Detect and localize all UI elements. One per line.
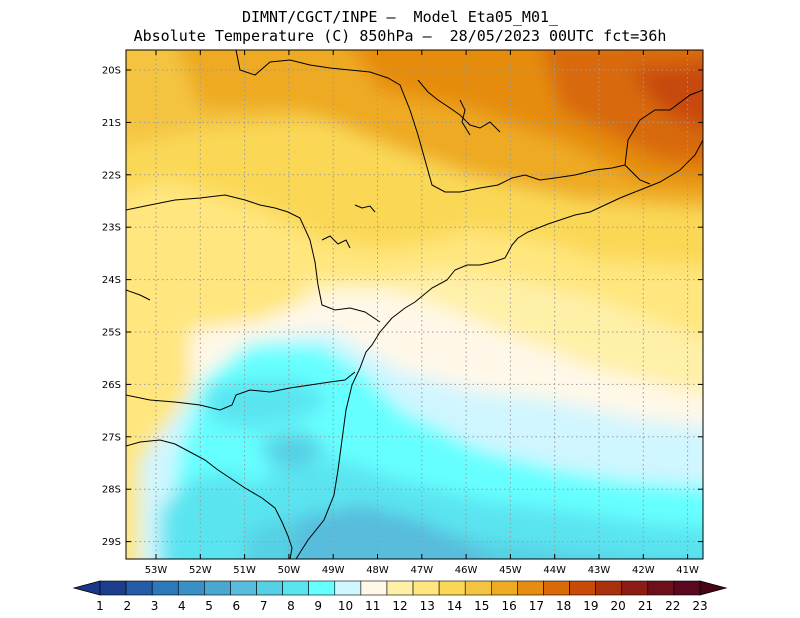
colorbar-label: 20 (611, 599, 626, 613)
temperature-field (126, 50, 703, 559)
colorbar-label: 10 (338, 599, 353, 613)
colorbar-label: 16 (501, 599, 516, 613)
graticule (126, 50, 703, 559)
colorbar-swatch (177, 580, 205, 596)
state-border (235, 50, 626, 193)
axis-ticks (126, 50, 703, 559)
colorbar-swatch (360, 580, 388, 596)
colorbar-label: 23 (692, 599, 707, 613)
lat-tick-label: 27S (102, 432, 121, 443)
lon-tick-label: 44W (543, 565, 566, 576)
colorbar-label: 6 (233, 599, 241, 613)
title-line-1: DIMNT/CGCT/INPE – Model Eta05_M01_ (241, 8, 559, 26)
colorbar-swatch (517, 580, 544, 596)
lon-tick-label: 51W (233, 565, 256, 576)
colorbar-swatch (647, 580, 675, 596)
colorbar-label: 5 (205, 599, 213, 613)
title-line-2: Absolute Temperature (C) 850hPa – 28/05/… (133, 27, 667, 45)
colorbar-label: 17 (529, 599, 544, 613)
colorbar-label: 4 (178, 599, 186, 613)
river (417, 79, 501, 133)
colorbar-swatch (412, 580, 440, 596)
colorbar-label: 8 (287, 599, 295, 613)
longitude-labels: 53W 52W 51W 50W 49W 48W 47W 46W 45W 44W 43W 42W 41W (145, 565, 699, 576)
colorbar-swatch (308, 580, 336, 596)
state-border (126, 194, 381, 323)
colorbar-swatch (151, 580, 179, 596)
colorbar-swatch (673, 580, 701, 596)
lon-tick-label: 48W (366, 565, 389, 576)
colorbar-label: 3 (151, 599, 159, 613)
colorbar-overflow-arrow (699, 580, 728, 596)
colorbar-swatch (595, 580, 623, 596)
lon-tick-label: 49W (322, 565, 345, 576)
lon-tick-label: 41W (676, 565, 699, 576)
colorbar-label: 13 (420, 599, 435, 613)
colorbar-swatch (491, 580, 518, 596)
colorbar-swatch (464, 580, 492, 596)
colorbar-label: 7 (260, 599, 268, 613)
lon-tick-label: 50W (278, 565, 301, 576)
colorbar-swatch (256, 580, 283, 596)
colorbar-swatch (569, 580, 596, 596)
coastline (295, 317, 393, 559)
lat-tick-label: 21S (102, 118, 121, 129)
reservoir (321, 235, 351, 249)
river (459, 99, 471, 136)
lon-tick-label: 53W (145, 565, 168, 576)
lon-tick-label: 47W (410, 565, 433, 576)
colorbar-swatch (99, 580, 127, 596)
lat-tick-label: 29S (102, 537, 121, 548)
lat-tick-label: 25S (102, 328, 121, 339)
colorbar-swatch (621, 580, 649, 596)
colorbar-label: 15 (474, 599, 489, 613)
lon-tick-label: 42W (632, 565, 655, 576)
lat-tick-label: 23S (102, 223, 121, 234)
lon-tick-label: 45W (499, 565, 522, 576)
colorbar-label: 1 (96, 599, 104, 613)
lat-tick-label: 28S (102, 485, 121, 496)
colorbar-swatch (386, 580, 414, 596)
coastline (391, 139, 703, 319)
colorbar-label: 9 (314, 599, 322, 613)
colorbar: 1 2 3 4 5 6 7 8 9 10 11 12 13 14 15 16 17 18 19 20 21 22 23 (72, 580, 728, 613)
lat-tick-label: 20S (102, 66, 121, 77)
lat-tick-label: 22S (102, 170, 121, 181)
colorbar-swatch (543, 580, 570, 596)
boundaries (126, 50, 703, 559)
colorbar-label: 19 (583, 599, 598, 613)
colorbar-swatch (125, 580, 153, 596)
latitude-labels: 20S 21S 22S 23S 24S 25S 26S 27S 28S 29S (102, 66, 121, 549)
colorbar-underflow-arrow (72, 580, 101, 596)
state-border (126, 289, 151, 301)
colorbar-label: 14 (447, 599, 462, 613)
state-border (624, 89, 703, 166)
lat-tick-label: 24S (102, 275, 121, 286)
lon-tick-label: 43W (588, 565, 611, 576)
state-border (624, 164, 651, 185)
lon-tick-label: 52W (189, 565, 212, 576)
colorbar-label: 21 (638, 599, 653, 613)
state-border (126, 371, 356, 411)
colorbar-swatch (204, 580, 231, 596)
lat-tick-label: 26S (102, 380, 121, 391)
colorbar-swatch (230, 580, 257, 596)
colorbar-label: 12 (392, 599, 407, 613)
colorbar-label: 11 (365, 599, 380, 613)
reservoir (354, 204, 376, 213)
colorbar-swatch (282, 580, 309, 596)
plot-frame (125, 49, 704, 560)
colorbar-swatch (438, 580, 466, 596)
lon-tick-label: 46W (455, 565, 478, 576)
colorbar-swatch (334, 580, 362, 596)
colorbar-label: 2 (123, 599, 131, 613)
state-border (126, 439, 293, 559)
colorbar-label: 18 (556, 599, 571, 613)
colorbar-label: 22 (665, 599, 680, 613)
